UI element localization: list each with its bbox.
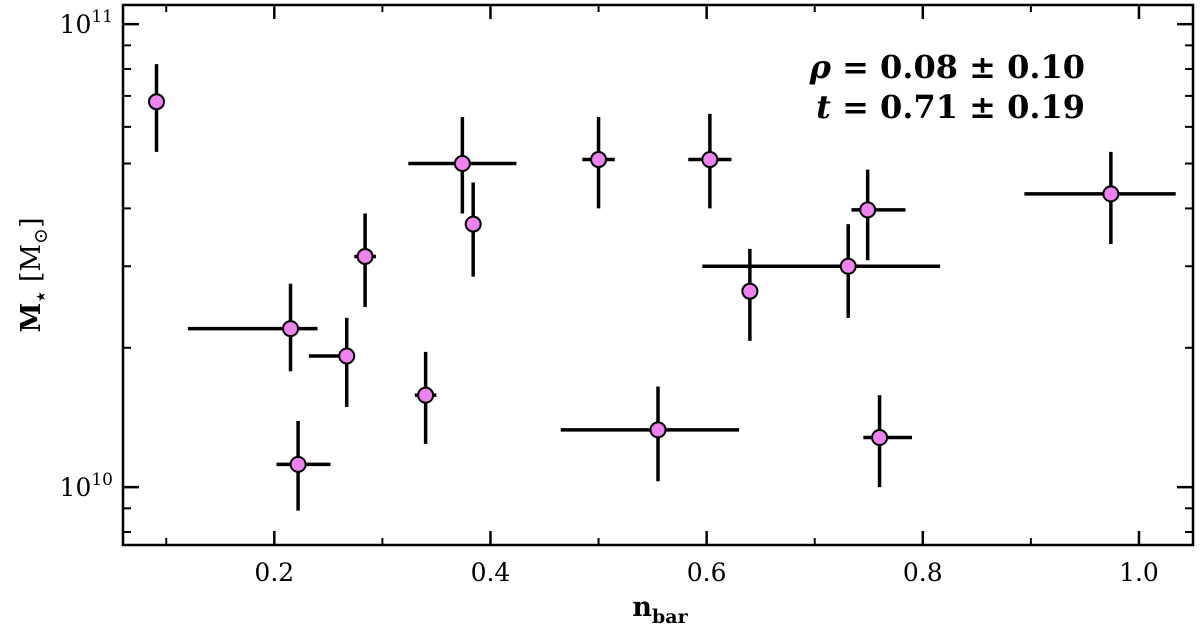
plot-frame xyxy=(121,3,1195,547)
point-marker xyxy=(859,201,877,219)
data-point xyxy=(408,117,517,214)
annotation-t-symbol: t xyxy=(816,88,831,126)
annotation-rho-value: = 0.08 ± 0.10 xyxy=(831,48,1085,86)
data-point xyxy=(582,117,615,209)
data-point xyxy=(1024,151,1176,245)
y-tick-label: 1010 xyxy=(60,470,113,502)
point-marker xyxy=(839,257,857,275)
y-axis-unit-sub: ⊙ xyxy=(30,228,52,244)
y-tick-label-exp: 10 xyxy=(91,470,113,490)
point-marker xyxy=(590,151,608,169)
annotation-t: t = 0.71 ± 0.19 xyxy=(816,88,1085,126)
point-marker xyxy=(649,421,667,439)
point-marker xyxy=(356,247,374,265)
x-tick-label: 0.2 xyxy=(254,558,294,587)
data-point xyxy=(702,224,941,318)
x-tick-label: 1.0 xyxy=(1119,558,1159,587)
point-marker xyxy=(338,347,356,365)
x-tick-label: 0.6 xyxy=(687,558,727,587)
data-point xyxy=(851,169,906,261)
axis-ticks xyxy=(123,5,1193,545)
x-axis-title-sub: bar xyxy=(652,606,689,626)
data-point xyxy=(276,420,331,511)
x-axis-title: nbar xyxy=(632,592,688,626)
y-axis-title-base: M xyxy=(16,303,47,333)
annotation-rho: ρ = 0.08 ± 0.10 xyxy=(809,48,1085,86)
y-axis-unit-close: ] xyxy=(16,217,47,228)
data-point xyxy=(863,395,912,488)
y-tick-label: 1011 xyxy=(60,7,113,39)
point-marker xyxy=(148,93,166,111)
data-point xyxy=(688,113,732,209)
data-point xyxy=(741,248,759,341)
point-marker xyxy=(871,429,889,447)
point-marker xyxy=(289,455,307,473)
x-tick-label: 0.4 xyxy=(471,558,511,587)
y-tick-label-exp: 11 xyxy=(91,7,113,27)
data-point xyxy=(560,386,740,482)
point-marker xyxy=(464,215,482,233)
data-points xyxy=(148,64,1176,511)
annotation-rho-symbol: ρ xyxy=(809,48,832,86)
point-marker xyxy=(417,386,435,404)
y-axis-unit-open: [M xyxy=(16,244,47,291)
x-tick-label: 0.8 xyxy=(903,558,943,587)
point-marker xyxy=(1102,185,1120,203)
data-point xyxy=(464,182,482,277)
y-axis-title: M⋆ [M⊙] xyxy=(16,217,52,332)
y-tick-label-base: 10 xyxy=(60,473,92,502)
point-marker xyxy=(741,282,759,300)
point-marker xyxy=(453,155,471,173)
data-point xyxy=(414,351,437,444)
data-point xyxy=(308,317,356,407)
point-marker xyxy=(701,151,719,169)
data-point xyxy=(354,213,376,307)
data-point xyxy=(187,283,318,372)
y-axis-title-sub: ⋆ xyxy=(30,291,52,303)
point-marker xyxy=(282,320,300,338)
annotation-t-value: = 0.71 ± 0.19 xyxy=(831,88,1085,126)
data-point xyxy=(148,64,166,152)
y-tick-label-base: 10 xyxy=(60,10,92,39)
x-axis-title-base: n xyxy=(632,592,652,623)
